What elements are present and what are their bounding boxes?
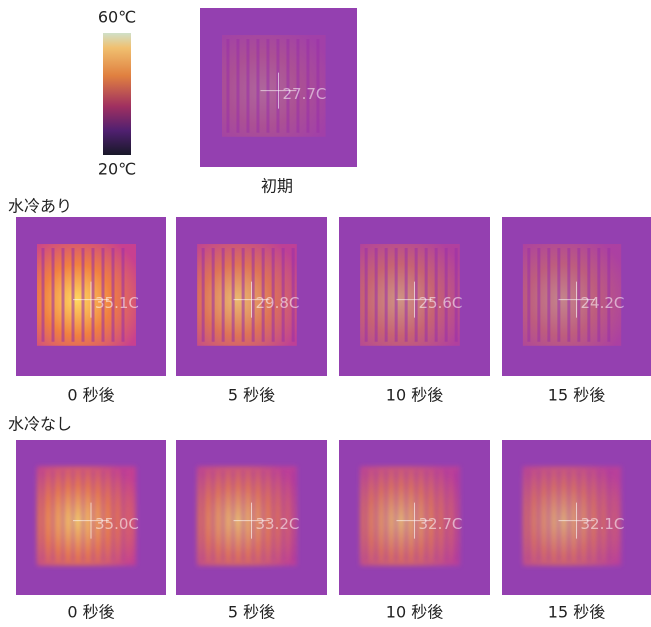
thermal-image: 32.7C (339, 440, 490, 595)
thermal-image: 32.1C (502, 440, 651, 595)
caption: 5 秒後 (228, 603, 275, 622)
temperature-readout: 32.1C (581, 515, 625, 533)
colorbar (103, 33, 131, 155)
caption: 15 秒後 (548, 386, 605, 405)
temperature-readout: 35.0C (95, 515, 139, 533)
caption: 0 秒後 (67, 603, 114, 622)
thermal-image: 33.2C (176, 440, 327, 595)
thermal-image: 29.8C (176, 217, 327, 376)
temperature-readout: 35.1C (95, 294, 139, 312)
thermal-image: 24.2C (502, 217, 651, 376)
caption: 10 秒後 (386, 603, 443, 622)
caption: 15 秒後 (548, 603, 605, 622)
colorbar-max: 60℃ (98, 8, 136, 27)
caption: 10 秒後 (386, 386, 443, 405)
caption: 0 秒後 (67, 386, 114, 405)
temperature-readout: 29.8C (256, 294, 300, 312)
group-label: 水冷なし (8, 415, 72, 434)
figure: 60℃ 20℃ 初期 水冷あり 水冷なし 27.7C 35.1C 0 秒後 29.8C… (0, 0, 651, 627)
group-label: 水冷あり (8, 197, 72, 216)
caption: 初期 (261, 177, 293, 196)
temperature-readout: 32.7C (419, 515, 463, 533)
temperature-readout: 25.6C (419, 294, 463, 312)
thermal-image: 35.1C (16, 217, 166, 376)
temperature-readout: 33.2C (256, 515, 300, 533)
temperature-readout: 24.2C (581, 294, 625, 312)
thermal-image: 25.6C (339, 217, 490, 376)
caption: 5 秒後 (228, 386, 275, 405)
colorbar-min: 20℃ (98, 160, 136, 179)
thermal-image: 35.0C (16, 440, 166, 595)
temperature-readout: 27.7C (283, 85, 327, 103)
thermal-image: 27.7C (200, 8, 357, 167)
